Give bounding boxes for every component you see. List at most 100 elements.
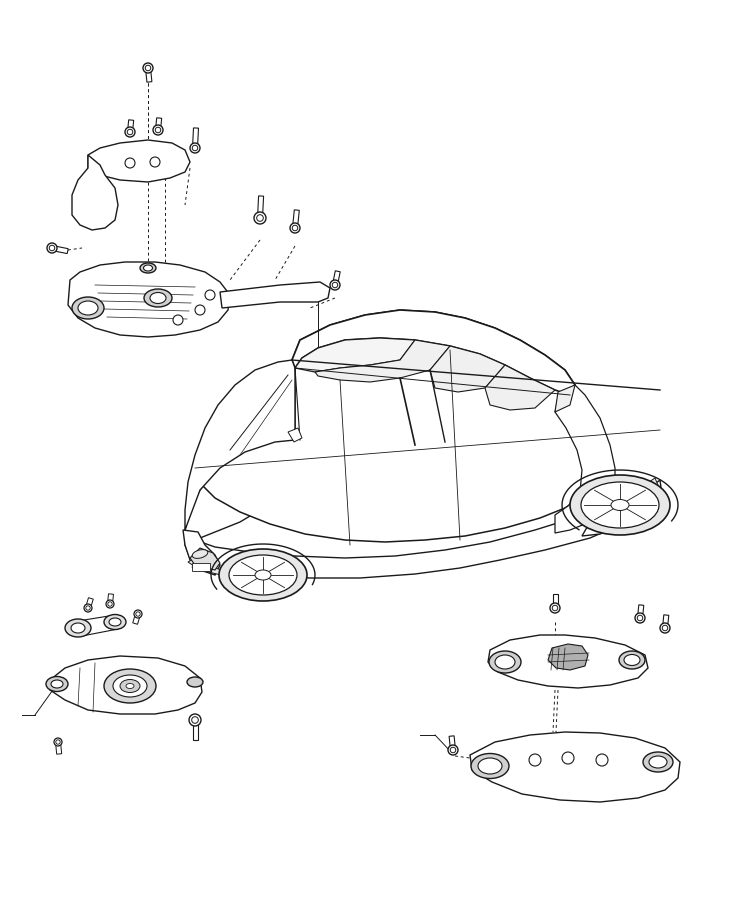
Polygon shape [185, 485, 660, 578]
Circle shape [635, 613, 645, 623]
Polygon shape [662, 615, 669, 628]
Polygon shape [86, 598, 93, 608]
Circle shape [662, 626, 668, 631]
Ellipse shape [126, 683, 134, 688]
Polygon shape [430, 346, 505, 392]
Polygon shape [637, 605, 644, 618]
Ellipse shape [643, 752, 673, 772]
Circle shape [125, 127, 135, 137]
Ellipse shape [624, 654, 640, 665]
Circle shape [332, 283, 338, 288]
Circle shape [451, 747, 456, 752]
Ellipse shape [120, 680, 140, 692]
Ellipse shape [192, 550, 207, 558]
Polygon shape [640, 478, 660, 500]
Polygon shape [156, 118, 162, 130]
Polygon shape [485, 365, 555, 410]
Ellipse shape [109, 618, 121, 626]
Ellipse shape [140, 263, 156, 273]
Polygon shape [78, 615, 118, 636]
Ellipse shape [611, 500, 629, 510]
Circle shape [54, 738, 62, 746]
Ellipse shape [104, 669, 156, 703]
Circle shape [127, 130, 133, 135]
Ellipse shape [71, 623, 85, 633]
Polygon shape [288, 428, 302, 442]
Circle shape [173, 315, 183, 325]
Polygon shape [220, 282, 330, 308]
Polygon shape [190, 548, 220, 570]
Circle shape [47, 243, 57, 253]
Ellipse shape [471, 753, 509, 778]
Circle shape [156, 127, 161, 132]
Ellipse shape [144, 265, 153, 271]
Polygon shape [52, 246, 68, 254]
Ellipse shape [649, 756, 667, 768]
Polygon shape [188, 558, 270, 580]
Circle shape [136, 612, 140, 616]
Circle shape [637, 616, 642, 621]
Circle shape [143, 63, 153, 73]
Circle shape [256, 215, 263, 221]
Polygon shape [193, 128, 199, 148]
Circle shape [192, 716, 199, 724]
Ellipse shape [495, 655, 515, 669]
Polygon shape [183, 530, 220, 575]
Polygon shape [293, 210, 299, 229]
Circle shape [189, 714, 201, 726]
Polygon shape [50, 656, 202, 714]
Polygon shape [333, 271, 340, 285]
Circle shape [448, 745, 458, 755]
Polygon shape [555, 385, 615, 533]
Polygon shape [258, 196, 264, 218]
Polygon shape [72, 155, 118, 230]
Circle shape [195, 305, 205, 315]
Ellipse shape [78, 301, 98, 315]
Polygon shape [185, 360, 295, 530]
Circle shape [290, 223, 300, 233]
Polygon shape [449, 736, 456, 751]
Polygon shape [295, 338, 415, 372]
Ellipse shape [478, 758, 502, 774]
Ellipse shape [150, 292, 166, 303]
Ellipse shape [72, 297, 104, 319]
Circle shape [254, 212, 266, 224]
Circle shape [529, 754, 541, 766]
Ellipse shape [581, 482, 659, 528]
Circle shape [107, 602, 112, 607]
Circle shape [660, 623, 670, 633]
Ellipse shape [65, 619, 91, 637]
Polygon shape [315, 340, 450, 382]
Polygon shape [548, 644, 588, 670]
Ellipse shape [219, 549, 307, 601]
Circle shape [552, 605, 558, 611]
Circle shape [562, 752, 574, 764]
Polygon shape [470, 732, 680, 802]
Circle shape [330, 280, 340, 290]
Polygon shape [292, 310, 575, 395]
Polygon shape [193, 720, 198, 740]
Polygon shape [133, 613, 140, 625]
Polygon shape [582, 480, 662, 536]
Polygon shape [56, 742, 62, 754]
Ellipse shape [187, 677, 203, 687]
Polygon shape [553, 594, 557, 608]
Ellipse shape [51, 680, 63, 688]
Circle shape [205, 290, 215, 300]
Circle shape [192, 145, 198, 150]
Polygon shape [127, 120, 133, 132]
Circle shape [134, 610, 142, 618]
Ellipse shape [113, 675, 147, 697]
Ellipse shape [570, 475, 670, 535]
Circle shape [106, 600, 114, 608]
Circle shape [150, 157, 160, 167]
Circle shape [190, 143, 200, 153]
Circle shape [56, 740, 60, 744]
Polygon shape [185, 368, 318, 538]
Polygon shape [555, 385, 575, 412]
Ellipse shape [104, 615, 126, 629]
Circle shape [153, 125, 163, 135]
Ellipse shape [229, 555, 297, 595]
Ellipse shape [619, 651, 645, 669]
Ellipse shape [144, 289, 172, 307]
